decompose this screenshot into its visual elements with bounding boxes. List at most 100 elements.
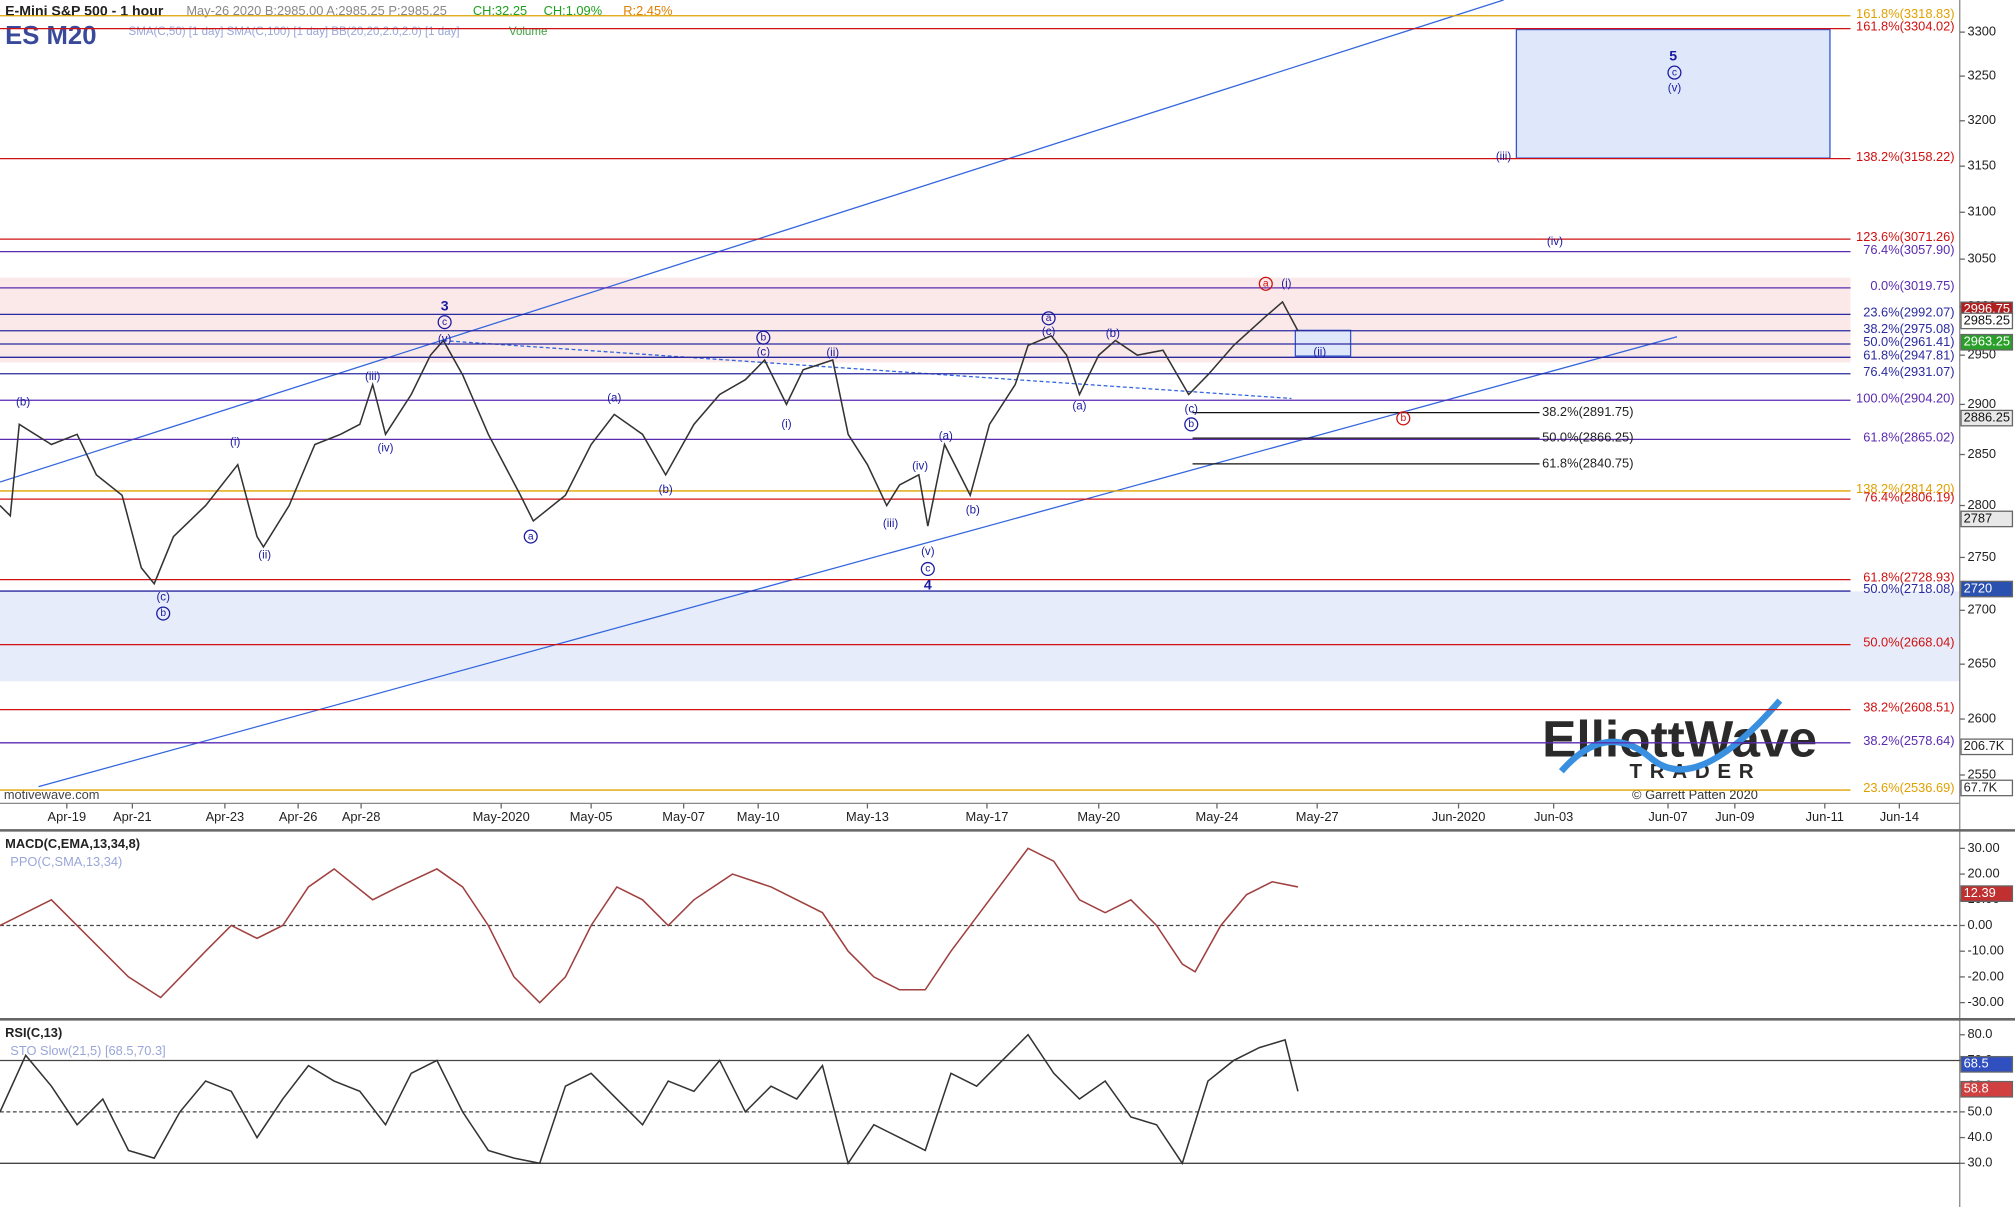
y-tick-label: 3150	[1967, 158, 1996, 173]
fib-level-label: 38.2%(2578.64)	[1863, 733, 1954, 748]
wave-label: (i)	[781, 418, 791, 430]
fib-level-label: 0.0%(3019.75)	[1870, 278, 1954, 293]
fib-level-label: 23.6%(2992.07)	[1863, 304, 1954, 319]
price-tag	[1960, 510, 2014, 528]
wave-circle	[1667, 65, 1682, 80]
wave-label: b	[760, 332, 766, 343]
fib-level-label: 161.8%(3304.02)	[1856, 19, 1955, 34]
fib-level-label: 50.0%(2668.04)	[1863, 635, 1954, 650]
fib-level-label: 123.6%(3071.26)	[1856, 229, 1955, 244]
x-tick-label: Jun-14	[1880, 809, 1919, 824]
panel-subtitle: PPO(C,SMA,13,34)	[10, 854, 122, 869]
wave-label: (c)	[757, 346, 771, 358]
change-pct: CH:1.09%	[544, 3, 603, 18]
y-tick-label: -30.00	[1967, 994, 2003, 1009]
fib-level-label: 38.2%(2975.08)	[1863, 321, 1954, 336]
support-zone	[0, 591, 1960, 682]
x-tick-label: May-17	[966, 809, 1009, 824]
volume-tag	[1960, 738, 2014, 756]
x-tick-label: May-13	[846, 809, 889, 824]
y-tick-label: 50.0	[1967, 1103, 1992, 1118]
price-tag-label: 2787	[1964, 510, 1993, 525]
y-tick-label: 2800	[1967, 497, 1996, 512]
fib-level-label: 61.8%(2728.93)	[1863, 570, 1954, 585]
volume-tag-label: 67.7K	[1964, 779, 1998, 794]
x-tick-label: Jun-03	[1534, 809, 1573, 824]
panel-title: RSI(C,13)	[5, 1025, 62, 1040]
fib-level-label: 100.0%(2904.20)	[1856, 390, 1955, 405]
wave-label: (iv)	[1547, 236, 1563, 248]
wave-label: (b)	[16, 396, 30, 408]
wave-label: b	[160, 608, 166, 619]
y-tick-label: 2550	[1967, 766, 1996, 781]
x-tick-label: May-2020	[473, 809, 530, 824]
wave-label: b	[1188, 419, 1194, 430]
wave-circle	[156, 606, 171, 621]
symbol: ES M20	[5, 22, 96, 50]
x-tick-label: May-05	[570, 809, 613, 824]
wave-label: (b)	[1106, 328, 1120, 340]
wave-circle	[756, 330, 771, 345]
wave-circle	[523, 529, 538, 544]
wave-label: a	[528, 531, 534, 542]
y-tick-label: 2900	[1967, 396, 1996, 411]
wave-circle	[1184, 417, 1199, 432]
trendline	[0, 0, 1504, 483]
wave-label: (iv)	[378, 443, 394, 455]
y-tick-label: 3250	[1967, 68, 1996, 83]
x-tick-label: Jun-09	[1715, 809, 1754, 824]
price-tag-label: 2963.25	[1964, 334, 2010, 349]
y-tick-label: -20.00	[1967, 968, 2003, 983]
price-tag	[1960, 885, 2014, 902]
wave-label: c	[442, 317, 447, 328]
quote: May-26 2020 B:2985.00 A:2985.25 P:2985.2…	[186, 3, 447, 18]
price-tag	[1960, 333, 2014, 351]
projection-label: 61.8%(2840.75)	[1542, 455, 1633, 470]
wave-label: (iv)	[912, 461, 928, 473]
wave-label: b	[1400, 413, 1406, 424]
fib-level-label: 61.8%(2947.81)	[1863, 347, 1954, 362]
chart-title: E-Mini S&P 500 - 1 hour	[5, 2, 164, 18]
price-line	[0, 1033, 1299, 1166]
wave-label: (ii)	[1313, 346, 1326, 358]
wave-label: (ii)	[258, 549, 271, 561]
panel-subtitle: STO Slow(21,5) [68.5,70.3]	[10, 1043, 165, 1058]
x-tick-label: Apr-19	[48, 809, 87, 824]
price-tag	[1960, 1080, 2014, 1098]
y-tick-label: 2650	[1967, 656, 1996, 671]
wave-circle	[1258, 276, 1273, 291]
price-tag-label: 2996.75	[1964, 301, 2010, 316]
fib-level-label: 76.4%(3057.90)	[1863, 242, 1954, 257]
resistance-zone	[0, 277, 1851, 363]
fib-level-label: 50.0%(2961.41)	[1863, 334, 1954, 349]
wave-circle	[1041, 311, 1056, 326]
x-tick-label: Apr-21	[113, 809, 152, 824]
volume-tag	[1960, 779, 2014, 797]
panel-title: MACD(C,EMA,13,34,8)	[5, 836, 140, 851]
price-tag-label: 2720	[1964, 580, 1993, 595]
volume-tag-label: 206.7K	[1964, 738, 2005, 753]
trendline	[443, 339, 1292, 400]
wave-label: (i)	[230, 436, 240, 448]
y-tick-label: 30.0	[1967, 1155, 1992, 1170]
price-tag-label: 2985.25	[1964, 312, 2010, 327]
x-tick-label: May-10	[737, 809, 780, 824]
y-tick-label: 2600	[1967, 710, 1996, 725]
y-tick-label: 0.00	[1967, 917, 1992, 932]
wave-label: (a)	[939, 430, 953, 442]
wave-circle	[1396, 411, 1411, 426]
x-tick-label: Apr-28	[342, 809, 381, 824]
change: CH:32.25	[473, 3, 527, 18]
wave-label: (b)	[659, 484, 673, 496]
target-box	[1515, 28, 1831, 159]
wave-label: c	[1672, 67, 1677, 78]
x-tick-label: Jun-11	[1806, 809, 1844, 824]
copyright: © Garrett Patten 2020	[1632, 787, 1758, 802]
fib-level-label: 138.2%(2814.20)	[1856, 481, 1955, 496]
price-tag-label: 2886.25	[1964, 409, 2010, 424]
y-tick-label: 40.0	[1967, 1129, 1992, 1144]
y-tick-label: 3200	[1967, 112, 1996, 127]
y-tick-label: 3300	[1967, 24, 1996, 39]
wave-label: (c)	[156, 592, 170, 604]
